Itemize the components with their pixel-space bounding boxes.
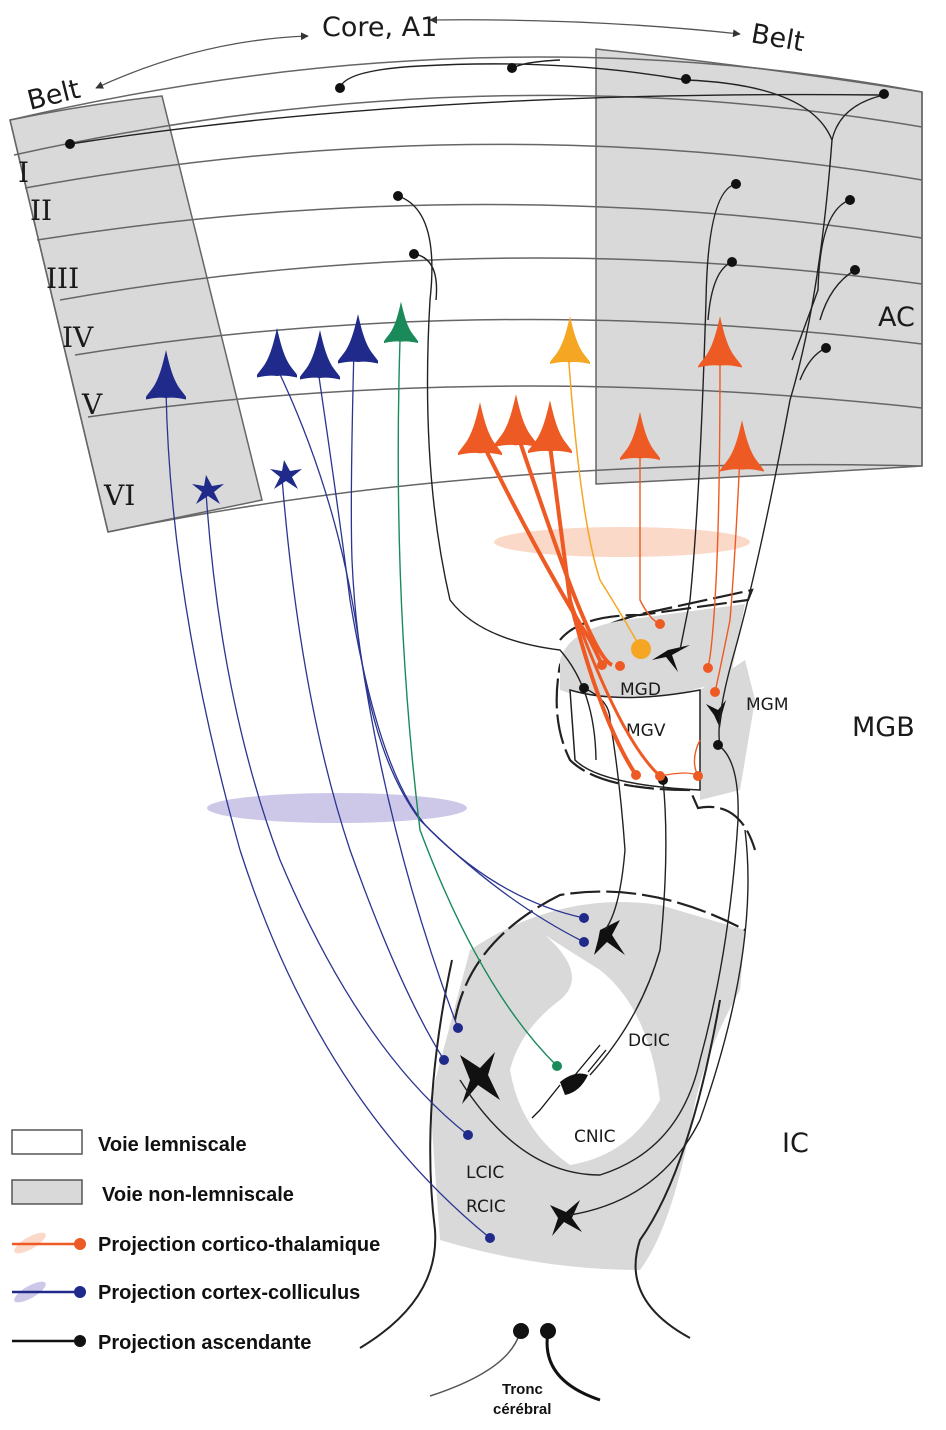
ic-neuron-lcic: [460, 1052, 500, 1104]
yellow-projection: [567, 349, 642, 650]
legend-label-ascending: Projection ascendante: [98, 1332, 311, 1354]
layer-label-2: II: [30, 194, 52, 227]
blue-stellate-neurons: [192, 460, 302, 504]
cnic-dendrites: [531, 1044, 607, 1119]
legend-black-dot: [74, 1335, 86, 1347]
legend-label-nonlemniscal: Voie non-lemniscale: [102, 1184, 294, 1206]
legend-blue-dot: [74, 1286, 86, 1298]
mgb-label: MGB: [852, 712, 915, 743]
inferior-colliculus: DCIC CNIC LCIC RCIC IC: [359, 890, 809, 1349]
layer-label-3: III: [46, 262, 79, 295]
ascending-projections: [69, 59, 885, 1216]
legend-label-corticothalamic: Projection cortico-thalamique: [98, 1234, 380, 1256]
mgd-label: MGD: [620, 680, 661, 700]
corticothalamic-projections: [478, 359, 741, 778]
legend-swatch-nonlemniscal: [11, 1179, 83, 1205]
brainstem-axon-thick: [545, 1331, 601, 1402]
core-a1-label: Core, A1: [322, 12, 437, 43]
tronc-label-2: cérébral: [493, 1401, 551, 1418]
mgb-outline: [555, 588, 757, 851]
mgd-region: [560, 604, 745, 702]
mgb-neuron-black: [652, 645, 690, 672]
ic-outline-left: [359, 959, 453, 1349]
layer-label-1: I: [18, 156, 29, 189]
brainstem-inputs: Tronc cérébral: [429, 1323, 601, 1418]
corticocollicular-terminals: [439, 913, 589, 1243]
mgm-label: MGM: [746, 695, 789, 715]
rcic-label: RCIC: [466, 1197, 506, 1217]
mgb-nucleus: MGD MGV MGM MGB: [555, 588, 915, 851]
legend-label-lemniscal: Voie lemniscale: [98, 1134, 247, 1156]
yellow-pyramidal-neuron: [550, 315, 590, 365]
ascending-terminals: [65, 63, 889, 785]
ic-outline-right: [634, 999, 721, 1339]
ic-label: IC: [782, 1128, 809, 1159]
layer-label-6: VI: [103, 479, 135, 512]
legend-swatch-lemniscal: [11, 1129, 83, 1155]
legend: Voie lemniscale Voie non-lemniscale Proj…: [11, 1129, 380, 1354]
mgv-label: MGV: [626, 721, 666, 741]
corticocollicular-projections: [165, 347, 585, 1239]
mgv-region: [569, 688, 701, 791]
cnic-label: CNIC: [574, 1127, 615, 1147]
ic-neuron-dcic-top: [594, 920, 625, 955]
arrow-core-belt-right: [429, 16, 741, 38]
layer-label-5: V: [81, 388, 103, 421]
tronc-label-1: Tronc: [502, 1381, 543, 1398]
green-projection: [397, 339, 558, 1067]
belt-right-label: Belt: [749, 18, 807, 58]
legend-label-corticocollicular: Projection cortex-colliculus: [98, 1282, 360, 1304]
ac-label: AC: [878, 302, 915, 333]
belt-left-region: [9, 95, 263, 533]
arrow-belt-core-left: [95, 32, 309, 89]
cnic-region: [510, 935, 660, 1165]
brainstem-terminal-right: [540, 1323, 556, 1339]
brainstem-terminal-left: [513, 1323, 529, 1339]
green-terminal: [552, 1061, 562, 1071]
dcic-label: DCIC: [628, 1031, 670, 1051]
ic-dashed-border: [453, 890, 746, 1021]
legend-orange-dot: [74, 1238, 86, 1250]
corticothalamic-terminals: [597, 619, 720, 781]
ic-neuron-cnic: [560, 1073, 588, 1095]
auditory-cortex: I II III IV V VI Core, A1 Belt Belt AC: [9, 12, 923, 533]
lcic-label: LCIC: [466, 1163, 504, 1183]
brainstem-axon-thin: [429, 1331, 521, 1397]
layer-label-4: IV: [62, 321, 94, 354]
ic-neuron-bottom: [550, 1200, 582, 1236]
